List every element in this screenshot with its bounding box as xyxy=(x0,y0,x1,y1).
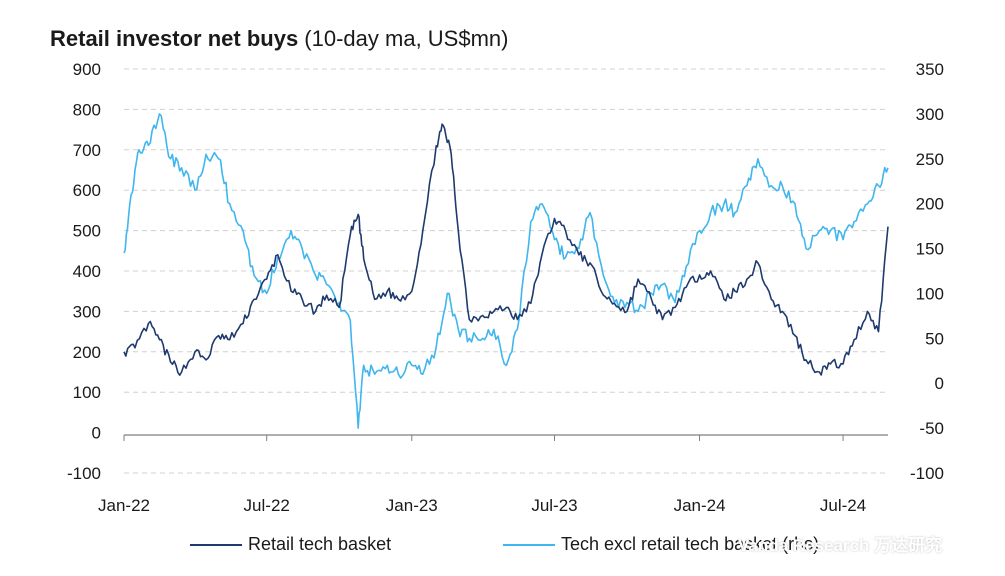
x-tick-label: Jul-24 xyxy=(820,496,866,515)
left-y-tick-label: 600 xyxy=(73,181,101,200)
right-y-tick-label: 250 xyxy=(916,150,944,169)
left-y-tick-label: 700 xyxy=(73,141,101,160)
series-line-1 xyxy=(123,113,889,429)
chart-title-bold: Retail investor net buys xyxy=(50,26,299,51)
right-y-tick-label: -50 xyxy=(919,419,944,438)
x-tick-label: Jan-24 xyxy=(674,496,726,515)
legend-item-tech-excl-retail: Tech excl retail tech basket (rhs) xyxy=(503,534,819,555)
x-tick-label: Jul-22 xyxy=(244,496,290,515)
left-y-tick-label: 300 xyxy=(73,302,101,321)
left-y-tick-label: 100 xyxy=(73,383,101,402)
right-y-tick-label: 100 xyxy=(916,284,944,303)
legend-label-retail-tech-basket: Retail tech basket xyxy=(248,534,392,554)
legend-label-tech-excl-retail: Tech excl retail tech basket (rhs) xyxy=(561,534,820,554)
left-y-tick-label: 200 xyxy=(73,343,101,362)
left-y-tick-label: 800 xyxy=(73,100,101,119)
x-tick-label: Jan-22 xyxy=(98,496,150,515)
right-y-tick-label: 300 xyxy=(916,105,944,124)
watermark-text: Vanda Research 万达研究 xyxy=(738,536,943,555)
x-tick-label: Jul-23 xyxy=(531,496,577,515)
legend-swatch-tech-excl-retail xyxy=(503,543,555,546)
x-tick-label: Jan-23 xyxy=(386,496,438,515)
left-y-tick-label: 900 xyxy=(73,60,101,79)
left-y-tick-label: 0 xyxy=(92,424,101,443)
series-line-0 xyxy=(123,123,889,376)
left-y-tick-label: -100 xyxy=(67,464,101,483)
right-y-tick-label: 200 xyxy=(916,195,944,214)
right-y-tick-label: 0 xyxy=(935,374,944,393)
left-y-tick-label: 400 xyxy=(73,262,101,281)
legend-swatch-retail-tech-basket xyxy=(190,543,242,546)
right-y-tick-label: 50 xyxy=(925,329,944,348)
legend: Retail tech basket Tech excl retail tech… xyxy=(0,534,1005,560)
right-y-tick-label: 150 xyxy=(916,240,944,259)
left-y-tick-label: 500 xyxy=(73,222,101,241)
legend-item-retail-tech-basket: Retail tech basket xyxy=(190,534,391,555)
chart-title-rest: (10-day ma, US$mn) xyxy=(298,26,509,51)
right-y-tick-label: 350 xyxy=(916,60,944,79)
right-y-tick-label: -100 xyxy=(910,464,944,483)
chart-title: Retail investor net buys (10-day ma, US$… xyxy=(50,26,508,52)
